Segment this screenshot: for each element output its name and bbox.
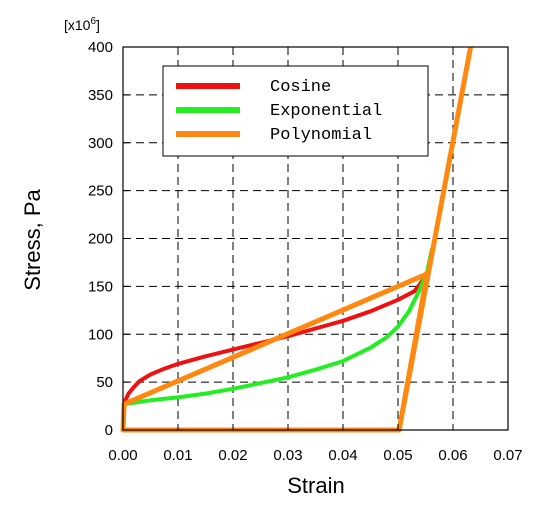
x-tick-label: 0.07 [493, 447, 522, 464]
x-tick-labels: 0.00 0.01 0.02 0.03 0.04 0.05 0.06 0.07 [108, 447, 522, 464]
y-tick-label: 250 [88, 183, 113, 200]
legend: Cosine Exponential Polynomial [163, 66, 428, 156]
y-tick-label: 350 [88, 87, 113, 104]
y-tick-label: 50 [96, 374, 113, 391]
y-tick-label: 400 [88, 39, 113, 56]
y-tick-label: 200 [88, 231, 113, 248]
x-tick-label: 0.00 [108, 447, 137, 464]
y-tick-label: 150 [88, 278, 113, 295]
y-axis-title: Stress, Pa [20, 188, 45, 290]
x-axis-title: Strain [287, 473, 344, 498]
y-tick-label: 300 [88, 135, 113, 152]
y-tick-labels: 0 50 100 150 200 250 300 350 400 [88, 39, 113, 439]
y-tick-label: 0 [105, 422, 113, 439]
x-tick-label: 0.01 [163, 447, 192, 464]
legend-label-exponential: Exponential [270, 102, 382, 121]
x-tick-label: 0.03 [273, 447, 302, 464]
legend-label-polynomial: Polynomial [270, 126, 372, 145]
y-multiplier: [x106] [64, 16, 100, 33]
series-cosine-line [123, 277, 426, 430]
x-tick-label: 0.06 [438, 447, 467, 464]
legend-label-cosine: Cosine [270, 78, 331, 97]
y-tick-label: 100 [88, 326, 113, 343]
x-tick-label: 0.02 [218, 447, 247, 464]
x-tick-label: 0.05 [383, 447, 412, 464]
x-tick-label: 0.04 [328, 447, 357, 464]
